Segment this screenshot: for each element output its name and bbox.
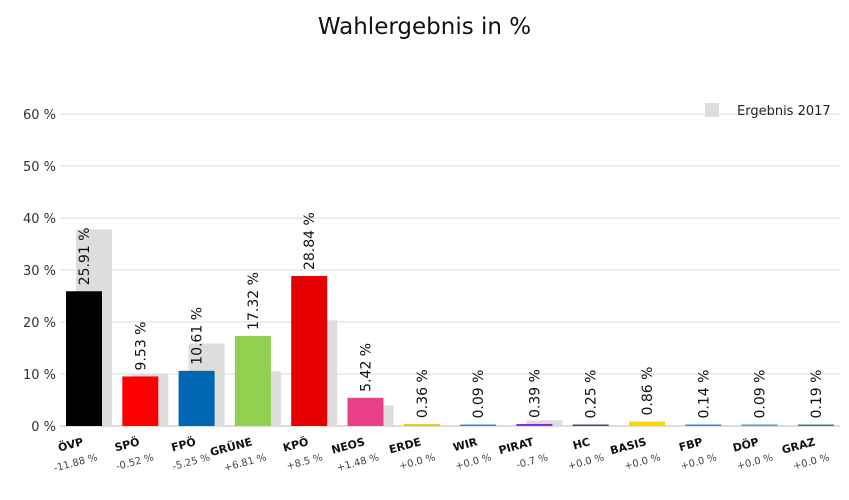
delta-label: +0.0 % — [680, 452, 719, 472]
bar-3[interactable] — [234, 335, 271, 426]
y-tick-label: 50 % — [23, 160, 56, 175]
value-label: 0.09 % — [753, 370, 769, 419]
y-tick-label: 10 % — [23, 368, 56, 383]
delta-label: +0.0 % — [454, 452, 493, 472]
grid: 0 % 10 % 20 % 30 % 40 % 50 % 60 % — [23, 108, 840, 435]
bar-6[interactable] — [403, 424, 440, 426]
value-label: 0.19 % — [809, 370, 825, 419]
category-label: WIR — [452, 435, 480, 454]
delta-label: +0.0 % — [398, 452, 437, 472]
value-label: 5.42 % — [359, 343, 375, 392]
labels: 25.91 % ÖVP-11.88 % 9.53 % SPÖ-0.52 % 10.61 … — [53, 212, 831, 474]
category-label: KPÖ — [281, 434, 310, 454]
delta-label: -0.7 % — [515, 452, 549, 471]
value-label: 0.36 % — [415, 369, 431, 418]
category-label: SPÖ — [113, 434, 141, 454]
category-label: NEOS — [330, 435, 366, 456]
bar-0[interactable] — [66, 291, 102, 426]
category-label: FPÖ — [170, 434, 198, 454]
delta-label: +8.5 % — [285, 452, 324, 472]
bar-1[interactable] — [122, 376, 159, 426]
legend[interactable]: Ergebnis 2017 — [705, 103, 831, 119]
chart-title: Wahlergebnis in % — [317, 14, 532, 40]
bar-5[interactable] — [347, 397, 384, 426]
delta-label: +0.0 % — [567, 452, 606, 472]
value-label: 0.86 % — [640, 367, 656, 416]
category-label: DÖP — [731, 434, 760, 454]
bar-4[interactable] — [291, 276, 328, 426]
delta-label: +6.81 % — [223, 452, 268, 474]
bar-12[interactable] — [741, 424, 778, 427]
category-label: ERDE — [388, 435, 423, 456]
bar-10[interactable] — [629, 421, 665, 426]
delta-label: +0.0 % — [792, 452, 831, 472]
bar-9[interactable] — [572, 424, 609, 427]
y-tick-label: 0 % — [31, 420, 56, 435]
value-label: 25.91 % — [77, 227, 93, 285]
bar-11[interactable] — [685, 424, 722, 427]
category-label: BASIS — [609, 435, 648, 457]
delta-label: +0.0 % — [623, 452, 662, 472]
value-label: 10.61 % — [190, 307, 206, 365]
bar-8[interactable] — [516, 423, 553, 426]
value-label: 9.53 % — [133, 322, 149, 371]
value-label: 17.32 % — [246, 272, 262, 330]
bar-2[interactable] — [178, 370, 215, 426]
value-label: 0.39 % — [527, 369, 543, 418]
y-tick-label: 60 % — [23, 108, 56, 123]
category-label: FBP — [678, 435, 705, 454]
delta-label: -11.88 % — [53, 452, 99, 474]
legend-swatch — [705, 103, 719, 117]
bar-13[interactable] — [797, 424, 834, 427]
legend-label: Ergebnis 2017 — [737, 104, 831, 119]
y-tick-label: 40 % — [23, 212, 56, 227]
delta-label: -0.52 % — [115, 452, 155, 473]
value-label: 0.25 % — [584, 370, 600, 419]
category-label: ÖVP — [56, 434, 84, 454]
delta-label: -5.25 % — [171, 452, 211, 473]
current-results — [66, 276, 834, 426]
delta-label: +1.48 % — [336, 452, 381, 474]
y-tick-label: 30 % — [23, 264, 56, 279]
value-label: 0.09 % — [471, 370, 487, 419]
category-label: GRAZ — [780, 435, 816, 456]
category-label: HC — [571, 435, 591, 452]
delta-label: +0.0 % — [736, 452, 775, 472]
y-tick-label: 20 % — [23, 316, 56, 331]
value-label: 0.14 % — [696, 370, 712, 419]
bar-previous-8[interactable] — [526, 420, 563, 426]
category-label: GRÜNE — [208, 434, 253, 459]
category-label: PIRAT — [497, 435, 535, 457]
value-label: 28.84 % — [302, 212, 318, 270]
bar-7[interactable] — [460, 424, 497, 427]
